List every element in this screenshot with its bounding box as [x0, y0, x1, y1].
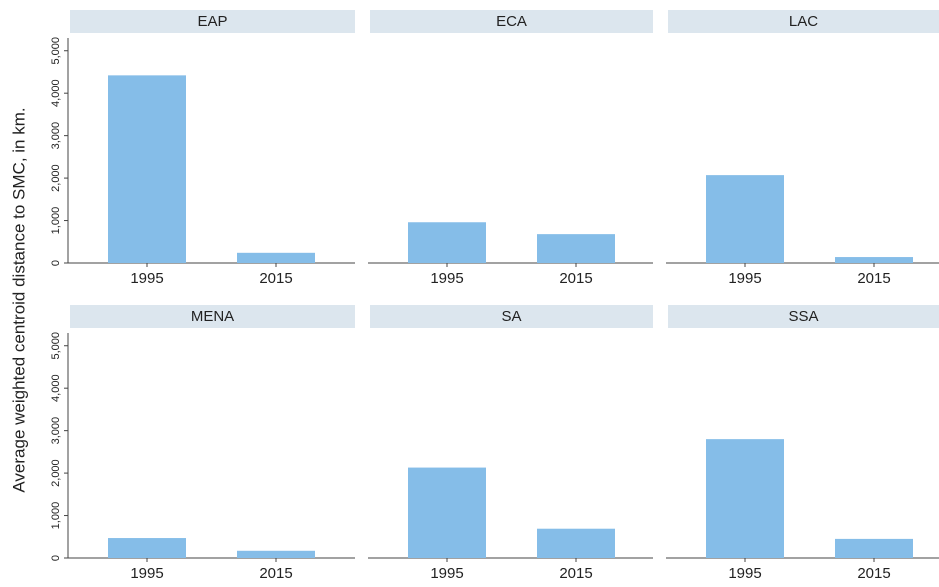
bar [237, 252, 315, 263]
bar [537, 234, 615, 263]
x-tick-label: 1995 [130, 565, 163, 582]
y-tick-label: 3,000 [50, 417, 62, 445]
x-tick-label: 2015 [559, 270, 592, 287]
strip [370, 305, 653, 328]
y-tick-label: 1,000 [50, 502, 62, 530]
y-tick-label: 5,000 [50, 332, 62, 360]
bar [835, 538, 913, 558]
panel-title: ECA [496, 13, 527, 30]
x-tick-label: 1995 [430, 565, 463, 582]
x-tick-label: 2015 [559, 565, 592, 582]
strip [370, 10, 653, 33]
panel-title: EAP [197, 13, 227, 30]
y-tick-label: 5,000 [50, 37, 62, 65]
y-tick-label: 3,000 [50, 122, 62, 150]
strip [668, 305, 939, 328]
x-tick-label: 2015 [259, 270, 292, 287]
strip [70, 305, 355, 328]
strip [668, 10, 939, 33]
panel-title: SSA [788, 308, 818, 325]
y-tick-label: 0 [50, 260, 62, 266]
bar [537, 528, 615, 558]
panel-title: MENA [191, 308, 234, 325]
x-tick-label: 1995 [130, 270, 163, 287]
panel-title: LAC [789, 13, 818, 30]
bar [408, 467, 486, 558]
y-tick-label: 4,000 [50, 374, 62, 402]
x-tick-label: 1995 [728, 565, 761, 582]
bar [408, 222, 486, 263]
bar [108, 75, 186, 263]
y-tick-label: 1,000 [50, 207, 62, 235]
bar [237, 550, 315, 558]
x-tick-label: 1995 [728, 270, 761, 287]
y-tick-label: 2,000 [50, 164, 62, 192]
y-axis-label: Average weighted centroid distance to SM… [9, 107, 28, 492]
bar [108, 538, 186, 558]
strip [70, 10, 355, 33]
bar [706, 175, 784, 263]
bar [706, 439, 784, 558]
x-tick-label: 2015 [857, 565, 890, 582]
x-tick-label: 2015 [259, 565, 292, 582]
x-tick-label: 2015 [857, 270, 890, 287]
x-tick-label: 1995 [430, 270, 463, 287]
bar [835, 257, 913, 263]
y-tick-label: 0 [50, 555, 62, 561]
panel-title: SA [501, 308, 521, 325]
y-tick-label: 2,000 [50, 459, 62, 487]
y-tick-label: 4,000 [50, 79, 62, 107]
